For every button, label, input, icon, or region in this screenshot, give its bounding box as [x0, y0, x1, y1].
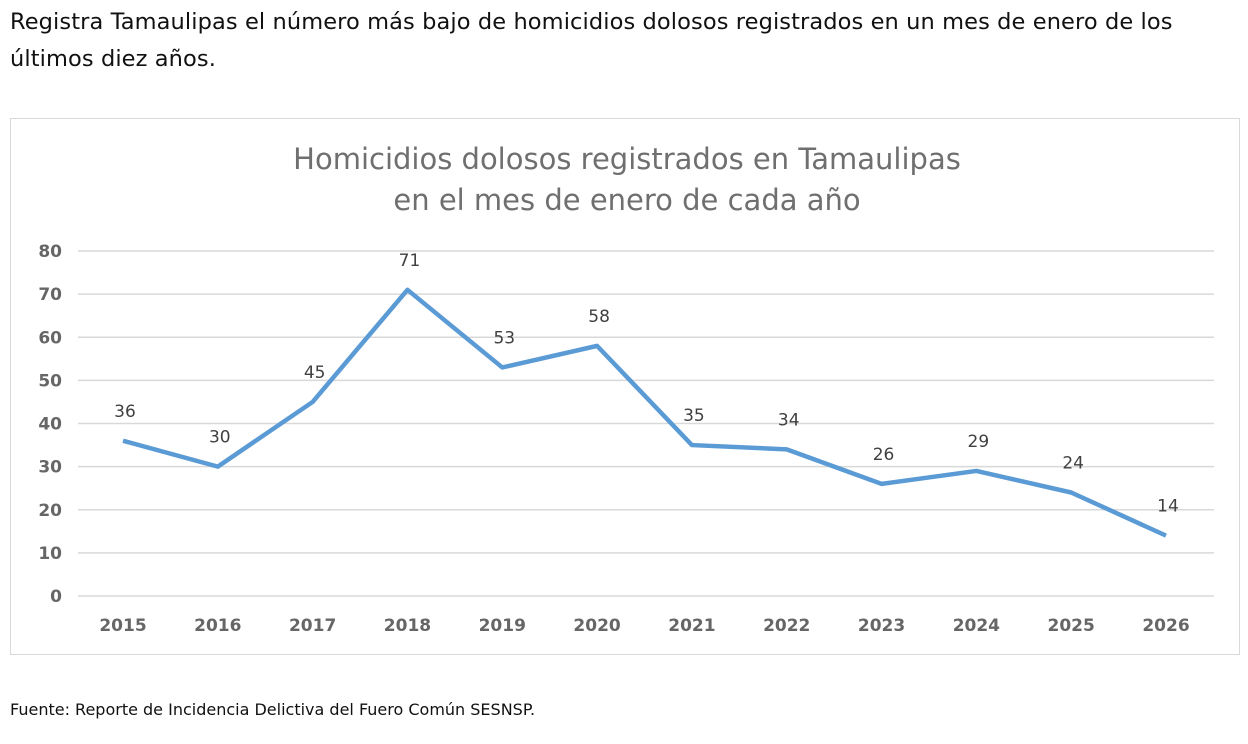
chart-title-line-2: en el mes de enero de cada año: [393, 183, 860, 217]
x-tick-label: 2017: [289, 616, 336, 636]
y-tick-label: 0: [50, 587, 62, 607]
y-tick-label: 60: [38, 328, 62, 348]
data-label: 53: [493, 328, 515, 348]
x-tick-label: 2023: [858, 616, 905, 636]
chart-title-line-1: Homicidios dolosos registrados en Tamaul…: [293, 142, 961, 176]
data-label: 29: [968, 432, 990, 452]
headline: Registra Tamaulipas el número más bajo d…: [10, 9, 1173, 72]
y-tick-label: 30: [38, 458, 62, 478]
x-tick-label: 2020: [573, 616, 620, 636]
x-tick-label: 2019: [479, 616, 526, 636]
y-tick-label: 20: [38, 501, 62, 521]
x-tick-label: 2021: [668, 616, 715, 636]
y-tick-label: 10: [38, 544, 62, 564]
data-label: 24: [1062, 454, 1084, 474]
data-label: 30: [209, 428, 231, 448]
data-label: 71: [399, 251, 421, 271]
data-label: 36: [114, 402, 136, 422]
data-label: 58: [588, 307, 610, 327]
y-tick-label: 50: [38, 371, 62, 391]
y-tick-label: 80: [38, 242, 62, 262]
x-tick-label: 2016: [194, 616, 241, 636]
data-label: 26: [873, 445, 895, 465]
data-label: 34: [778, 410, 800, 430]
y-tick-label: 70: [38, 285, 62, 305]
x-tick-label: 2024: [953, 616, 1000, 636]
data-label: 45: [304, 363, 326, 383]
series-line: [122, 287, 1167, 538]
source-note: Fuente: Reporte de Incidencia Delictiva …: [10, 700, 536, 719]
x-tick-label: 2018: [384, 616, 431, 636]
data-label: 35: [683, 406, 705, 426]
chart-container: [10, 118, 1240, 655]
data-label: 14: [1157, 497, 1179, 517]
x-tick-label: 2025: [1048, 616, 1095, 636]
x-tick-label: 2022: [763, 616, 810, 636]
y-tick-label: 40: [38, 415, 62, 435]
x-tick-label: 2026: [1142, 616, 1189, 636]
x-tick-label: 2015: [99, 616, 146, 636]
